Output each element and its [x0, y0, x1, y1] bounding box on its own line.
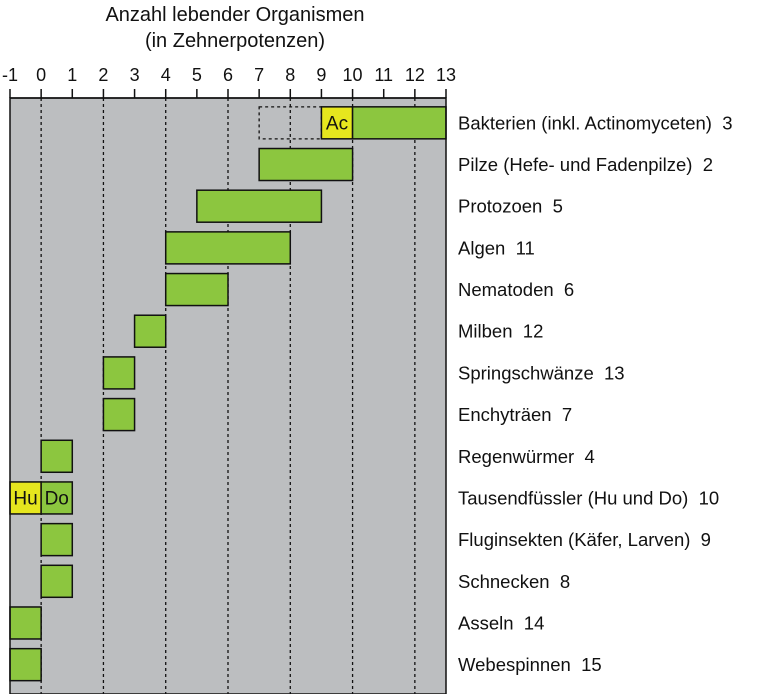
category-label: Webespinnen 15	[458, 654, 602, 675]
range-bar	[133, 314, 167, 348]
range-bar	[196, 189, 323, 223]
category-label: Springschwänze 13	[458, 362, 625, 383]
x-tick-label: 12	[405, 65, 425, 85]
x-tick-label: 8	[285, 65, 295, 85]
category-label: Enchyträen 7	[458, 404, 572, 425]
range-bar	[102, 356, 136, 390]
x-tick-label: 9	[316, 65, 326, 85]
category-label: Nematoden 6	[458, 279, 574, 300]
category-label: Schnecken 8	[458, 571, 570, 592]
x-tick-label: 3	[130, 65, 140, 85]
x-tick-label: 6	[223, 65, 233, 85]
x-tick-label: 4	[161, 65, 171, 85]
bar-segment-label: Ac	[326, 113, 348, 134]
plot-border	[9, 97, 447, 694]
category-label: Bakterien (inkl. Actinomyceten) 3	[458, 112, 733, 133]
category-label: Algen 11	[458, 237, 535, 258]
range-bar	[164, 231, 292, 265]
range-bar	[351, 106, 447, 140]
chart-title-line-2: (in Zehnerpotenzen)	[144, 30, 326, 52]
x-tick-label: 1	[67, 65, 77, 85]
category-label: Asseln 14	[458, 612, 544, 633]
x-tick-label: 11	[374, 65, 393, 85]
range-bar	[9, 606, 42, 640]
x-tick-label: 5	[192, 65, 202, 85]
bar-segment-label: Hu	[13, 488, 37, 509]
x-tick-label: 10	[343, 65, 363, 85]
category-label: Fluginsekten (Käfer, Larven) 9	[458, 529, 711, 550]
category-label: Milben 12	[458, 321, 543, 342]
x-tick-label: -1	[2, 65, 18, 85]
range-bar	[40, 481, 74, 515]
range-bar	[258, 147, 354, 182]
range-bar	[9, 647, 42, 682]
highlight-bar	[320, 106, 354, 140]
x-tick-label: 2	[98, 65, 108, 85]
category-label: Regenwürmer 4	[458, 446, 595, 467]
category-label: Tausendfüssler (Hu und Do) 10	[458, 487, 719, 508]
x-tick-label: 13	[436, 65, 456, 85]
chart-title-line-1: Anzahl lebender Organismen	[105, 4, 365, 26]
x-tick-label: 7	[254, 65, 264, 85]
bar-segment-label: Do	[45, 488, 69, 509]
x-tick-label: 0	[36, 65, 46, 85]
category-label: Pilze (Hefe- und Fadenpilze) 2	[458, 154, 713, 175]
range-bar	[164, 272, 229, 307]
range-bar	[40, 522, 74, 557]
range-bar	[102, 397, 136, 432]
category-label: Protozoen 5	[458, 196, 563, 217]
range-bar	[40, 439, 74, 474]
range-bar	[40, 564, 74, 599]
